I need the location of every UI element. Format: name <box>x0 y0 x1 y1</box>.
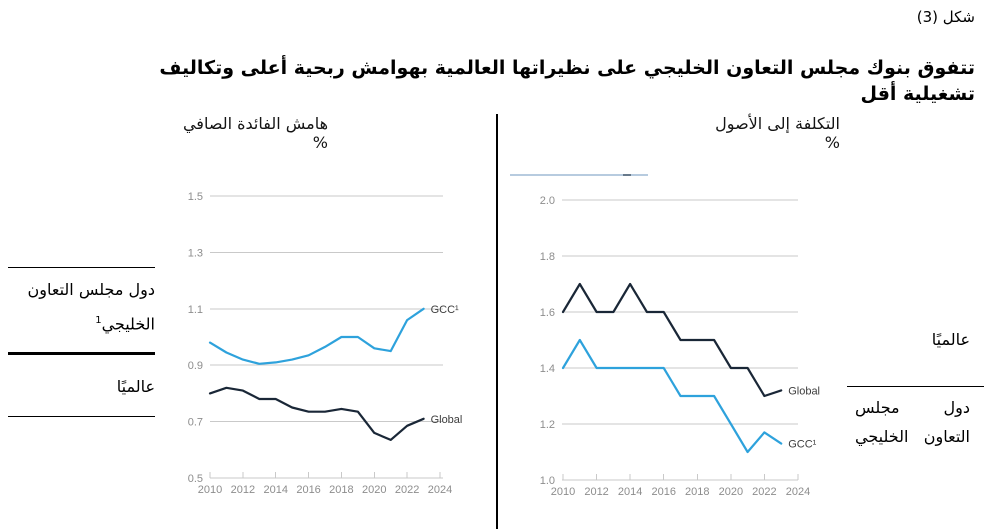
x-axis-tick-label: 2016 <box>651 486 675 498</box>
panel-divider <box>496 114 498 529</box>
series-line-gcc <box>208 307 425 365</box>
x-axis-tick-label: 2012 <box>231 484 255 496</box>
legend-global-label: عالميًا <box>116 377 155 396</box>
y-axis-tick-label: 2.0 <box>540 195 555 207</box>
series-line-global <box>561 282 783 398</box>
net-interest-margin-chart: 0.5 0.7 0.9 1.1 1.3 1.5 2010 2012 2014 2016 2018 20… <box>188 191 463 496</box>
x-axis-tick-label: 2012 <box>584 486 608 498</box>
y-axis-tick-label: 0.9 <box>188 360 203 372</box>
figure-title: تتفوق بنوك مجلس التعاون الخليجي على نظير… <box>159 57 975 105</box>
y-axis-tick-label: 0.7 <box>188 417 203 429</box>
x-axis-tick-label: 2024 <box>786 486 810 498</box>
legend-gcc-label: دول مجلس التعاون الخليجي <box>855 393 970 451</box>
y-axis-tick-label: 1.1 <box>188 304 203 316</box>
x-axis-tick-label: 2014 <box>618 486 642 498</box>
cost-to-assets-chart: 1.0 1.2 1.4 1.6 1.8 2.0 2010 2012 2014 2016 2018 20… <box>540 195 820 498</box>
series-end-label: GCC¹ <box>431 304 459 316</box>
y-axis-tick-label: 1.2 <box>540 419 555 431</box>
y-axis-tick-label: 1.4 <box>540 363 555 375</box>
x-axis-tick-label: 2020 <box>719 486 743 498</box>
artifact-highlight-line <box>510 174 648 176</box>
series-end-label: Global <box>788 385 820 397</box>
footnote-marker: 1 <box>95 315 102 326</box>
y-axis-tick-label: 1.3 <box>188 247 203 259</box>
legend-global-label: عالميًا <box>931 330 970 349</box>
figure-number: شكل (3) <box>916 8 975 26</box>
x-axis-tick-label: 2024 <box>428 484 452 496</box>
x-axis-tick-label: 2016 <box>296 484 320 496</box>
y-axis-tick-label: 1.0 <box>540 475 555 487</box>
legend-gcc-line1: دول مجلس <box>855 398 970 417</box>
series-line-gcc <box>561 338 783 454</box>
right-chart-title: التكلفة إلى الأصول % <box>715 114 840 152</box>
artifact-tick <box>623 174 631 176</box>
series-line-global <box>208 386 425 441</box>
x-axis-tick-label: 2014 <box>263 484 287 496</box>
x-axis-tick-label: 2022 <box>752 486 776 498</box>
x-axis-tick-label: 2018 <box>685 486 709 498</box>
series-end-label: GCC¹ <box>788 439 816 451</box>
x-axis-tick-label: 2018 <box>329 484 353 496</box>
legend-gcc-line2: التعاون الخليجي <box>855 427 970 446</box>
x-axis-tick-label: 2022 <box>395 484 419 496</box>
x-axis-tick-label: 2020 <box>362 484 386 496</box>
divider-line <box>8 267 155 268</box>
y-axis-tick-label: 1.8 <box>540 251 555 263</box>
left-chart-title: هامش الفائدة الصافي % <box>182 114 328 152</box>
x-axis-tick-label: 2010 <box>551 486 575 498</box>
divider-line <box>8 416 155 417</box>
x-axis-tick-label: 2010 <box>198 484 222 496</box>
legend-gcc-label: دول مجلس التعاون الخليجي1 <box>8 274 155 339</box>
legend-gcc-text: دول مجلس التعاون الخليجي <box>27 280 155 334</box>
divider-line <box>847 386 984 387</box>
y-axis-tick-label: 1.5 <box>188 191 203 203</box>
series-end-label: Global <box>431 414 463 426</box>
y-axis-tick-label: 1.6 <box>540 307 555 319</box>
y-axis-tick-label: 0.5 <box>188 473 203 485</box>
divider-line-thick <box>8 352 155 355</box>
